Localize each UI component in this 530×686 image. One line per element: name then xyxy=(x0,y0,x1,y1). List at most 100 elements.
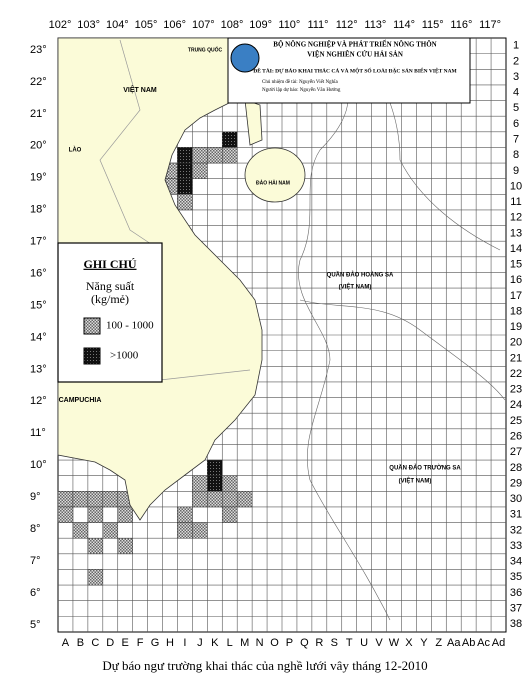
row-label: 4 xyxy=(513,87,519,99)
longitude-label: 112° xyxy=(336,19,358,31)
fishing-cell xyxy=(117,506,133,523)
row-label: 22 xyxy=(510,368,522,380)
latitude-label: 16° xyxy=(30,267,47,279)
header-text: Người lập dự báo: Nguyễn Văn Hướng xyxy=(262,87,341,93)
header-box xyxy=(227,37,471,104)
row-label: 21 xyxy=(510,352,522,364)
longitude-label: 107° xyxy=(192,19,215,31)
cells xyxy=(57,131,253,586)
fishing-cell xyxy=(222,147,238,164)
header-text: Chủ nhiệm đề tài: Nguyễn Viết Nghĩa xyxy=(262,79,338,85)
column-label: A xyxy=(62,637,70,649)
row-label: 24 xyxy=(510,399,522,411)
row-label: 25 xyxy=(510,415,522,427)
column-label: M xyxy=(240,637,249,649)
legend-swatch xyxy=(83,317,101,335)
column-label: D xyxy=(106,637,114,649)
latitude-label: 5° xyxy=(30,619,41,631)
latitude-label: 21° xyxy=(30,108,47,120)
row-label: 29 xyxy=(510,477,522,489)
row-label: 2 xyxy=(513,55,519,67)
row-label: 30 xyxy=(510,493,522,505)
column-label: F xyxy=(137,637,144,649)
row-label: 27 xyxy=(510,446,522,458)
legend-quantity: Năng suất xyxy=(86,279,135,293)
latitude-label: 14° xyxy=(30,331,47,343)
row-label: 18 xyxy=(510,305,522,317)
fishing-cell xyxy=(177,522,193,539)
longitude-label: 108° xyxy=(221,19,244,31)
fishing-cell xyxy=(87,491,104,508)
row-label: 36 xyxy=(510,587,522,599)
fishing-cell xyxy=(222,491,238,508)
fishing-cell xyxy=(87,537,104,555)
row-label: 1 xyxy=(513,40,519,52)
fishing-cell xyxy=(207,475,223,492)
row-label: 15 xyxy=(510,259,522,271)
row-label: 5 xyxy=(513,102,519,114)
row-label: 8 xyxy=(513,149,519,161)
legend-box xyxy=(57,242,163,383)
column-label: H xyxy=(166,637,174,649)
longitude-label: 116° xyxy=(450,19,472,31)
latitude-label: 11° xyxy=(30,427,46,439)
latitude-label: 10° xyxy=(30,459,47,471)
column-label: Ad xyxy=(492,637,505,649)
map-label: (VIỆT NAM) xyxy=(399,477,432,485)
fishing-cell xyxy=(207,147,223,164)
row-label: 32 xyxy=(510,524,522,536)
column-label: B xyxy=(77,637,84,649)
fishing-cell xyxy=(57,491,74,508)
row-label: 16 xyxy=(510,274,522,286)
fishing-cell xyxy=(192,147,208,164)
row-label: 9 xyxy=(513,165,519,177)
latitude-label: 18° xyxy=(30,204,47,216)
fishing-cell xyxy=(102,522,118,539)
latitude-label: 17° xyxy=(30,236,47,248)
fishing-cell xyxy=(72,522,89,539)
latitude-label: 12° xyxy=(30,395,47,407)
row-label: 10 xyxy=(510,180,522,192)
longitude-label: 109° xyxy=(249,19,272,31)
row-label: 3 xyxy=(513,71,519,83)
column-label: Q xyxy=(300,637,309,649)
row-label: 37 xyxy=(510,602,522,614)
row-label: 6 xyxy=(513,118,519,130)
longitude-label: 104° xyxy=(106,19,129,31)
fishing-cell xyxy=(192,522,208,539)
latitude-label: 23° xyxy=(30,44,47,56)
fishing-cell xyxy=(177,147,193,164)
map-label: CAMPUCHIA xyxy=(59,397,102,404)
legend-label: 100 - 1000 xyxy=(106,320,154,332)
row-label: 23 xyxy=(510,384,522,396)
fishing-cell xyxy=(177,194,193,211)
row-label: 12 xyxy=(510,212,522,224)
fishing-cell xyxy=(192,491,208,508)
longitude-label: 111° xyxy=(307,19,328,31)
row-label: 19 xyxy=(510,321,522,333)
longitude-label: 113° xyxy=(364,19,386,31)
caption: Dự báo ngư trường khai thác của nghề lướ… xyxy=(102,658,427,673)
latitude-label: 7° xyxy=(30,555,41,567)
column-label: K xyxy=(211,637,219,649)
logo xyxy=(230,43,260,73)
row-label: 38 xyxy=(510,618,522,630)
longitude-label: 115° xyxy=(422,19,444,31)
column-label: S xyxy=(331,637,338,649)
row-label: 20 xyxy=(510,337,522,349)
column-label: P xyxy=(286,637,293,649)
legend-label: >1000 xyxy=(110,350,139,362)
row-label: 35 xyxy=(510,571,522,583)
latitude-label: 6° xyxy=(30,587,41,599)
longitude-label: 117° xyxy=(479,19,501,31)
row-label: 11 xyxy=(510,196,521,208)
row-label: 17 xyxy=(510,290,522,302)
longitude-label: 114° xyxy=(393,19,415,31)
latitude-label: 20° xyxy=(30,140,47,152)
latitude-label: 22° xyxy=(30,76,47,88)
column-label: G xyxy=(151,637,160,649)
fishing-cell xyxy=(87,506,104,523)
row-label: 33 xyxy=(510,540,522,552)
